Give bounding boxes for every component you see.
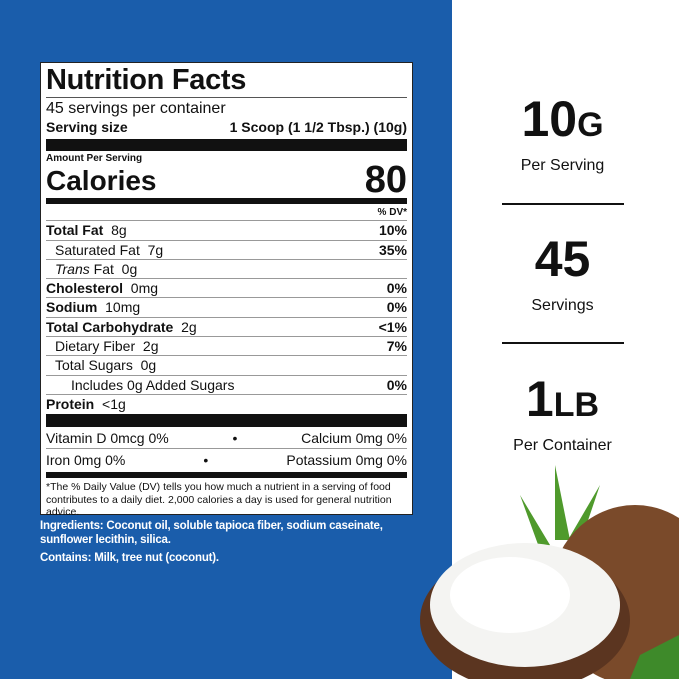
- nutrient-name: Includes 0g Added Sugars: [71, 376, 235, 393]
- coconut-milk: [450, 557, 570, 633]
- nutrient-name: Protein: [46, 395, 95, 412]
- nutrient-dv: 10%: [378, 222, 407, 239]
- serving-size-row: Serving size 1 Scoop (1 1/2 Tbsp.) (10g): [46, 118, 407, 137]
- bullet: •: [232, 430, 238, 447]
- nutrient-name: Sodium: [46, 299, 98, 316]
- dv-header: % DV*: [46, 205, 407, 222]
- nutrition-facts-label: Nutrition Facts 45 servings per containe…: [40, 62, 413, 518]
- servings-per-container: 45 servings per container: [46, 100, 226, 117]
- nutrient-amount: 7g: [147, 241, 164, 258]
- nutrient-name: Cholesterol: [46, 280, 124, 297]
- nutrient-name: Saturated Fat: [55, 241, 140, 258]
- calories-label: Calories: [46, 165, 157, 197]
- nutrient-name: Trans: [55, 260, 90, 277]
- stat-unit: LB: [553, 386, 600, 424]
- nutrient-dv: 0%: [386, 299, 407, 316]
- amount-per-serving: Amount Per Serving: [46, 153, 143, 165]
- serving-size-label: Serving size: [46, 119, 128, 135]
- micro-left: Iron 0mg 0%: [46, 452, 126, 469]
- nutrient-dv: 0%: [386, 280, 407, 297]
- nutrient-dv: 35%: [378, 241, 407, 258]
- nutrient-dv: 0%: [386, 376, 407, 393]
- ingredients: Ingredients: Coconut oil, soluble tapioc…: [40, 520, 383, 546]
- nutrient-row-protein: Protein <1g: [46, 395, 407, 414]
- calories-row: Calories 80: [46, 159, 407, 202]
- nutrient-amount: 0g: [140, 357, 157, 374]
- nutrient-row-total-sugars: Total Sugars 0g: [46, 356, 407, 376]
- stat-value: 1: [525, 371, 554, 427]
- micro-left: Vitamin D 0mcg 0%: [46, 430, 169, 447]
- nutrient-name: Dietary Fiber: [55, 338, 136, 355]
- nutrient-row-trans-fat: Trans Fat 0g: [46, 260, 407, 280]
- stat-per-serving: 10G Per Serving: [500, 93, 625, 175]
- nutrient-amount: 2g: [181, 318, 197, 335]
- divider: [46, 139, 407, 152]
- stat-label: Per Serving: [520, 157, 605, 174]
- serving-size-value: 1 Scoop (1 1/2 Tbsp.) (10g): [229, 119, 407, 135]
- nutrient-name: Total Fat: [46, 222, 104, 239]
- stat-value: 10: [521, 91, 578, 147]
- nutrient-amount: 0mg: [130, 280, 159, 297]
- nutrient-row-dietary-fiber: Dietary Fiber 2g 7%: [46, 337, 407, 357]
- stat-value: 45: [534, 231, 591, 287]
- micronutrient-row: Iron 0mg 0% • Potassium 0mg 0%: [46, 449, 407, 471]
- nutrient-amount: <1g: [102, 395, 126, 412]
- nutrient-row-total-fat: Total Fat 8g 10%: [46, 221, 407, 241]
- leaf-icon: [630, 635, 679, 679]
- calories-value: 80: [364, 159, 407, 202]
- micronutrient-row: Vitamin D 0mcg 0% • Calcium 0mg 0%: [46, 427, 407, 450]
- coconut-image: [420, 465, 679, 679]
- stat-label: Servings: [531, 297, 594, 314]
- nutrient-name: Total Carbohydrate: [46, 318, 174, 335]
- nutrient-dv: 7%: [386, 338, 407, 355]
- divider: [46, 414, 407, 428]
- label-title: Nutrition Facts: [46, 63, 407, 98]
- nutrient-name: Total Sugars: [55, 357, 133, 374]
- bullet: •: [203, 452, 209, 469]
- contains-allergens: Contains: Milk, tree nut (coconut).: [40, 552, 219, 564]
- nutrient-row-sodium: Sodium 10mg 0%: [46, 298, 407, 318]
- nutrient-amount: 10mg: [105, 299, 141, 316]
- nutrient-row-added-sugars: Includes 0g Added Sugars 0%: [46, 376, 407, 395]
- nutrient-row-cholesterol: Cholesterol 0mg 0%: [46, 279, 407, 299]
- nutrient-amount: 8g: [111, 222, 127, 239]
- divider: [46, 198, 407, 205]
- nutrient-name-suffix: Fat: [93, 260, 114, 277]
- nutrient-row-saturated-fat: Saturated Fat 7g 35%: [46, 241, 407, 260]
- divider: [502, 203, 624, 205]
- nutrient-amount: 2g: [142, 338, 159, 355]
- nutrient-amount: 0g: [121, 260, 138, 277]
- stat-unit: G: [577, 106, 604, 144]
- divider: [502, 342, 624, 344]
- divider: [46, 472, 407, 479]
- micro-right: Calcium 0mg 0%: [301, 430, 407, 447]
- stat-per-container: 1LB Per Container: [500, 373, 625, 455]
- micro-right: Potassium 0mg 0%: [286, 452, 407, 469]
- footnote: *The % Daily Value (DV) tells you how mu…: [46, 481, 392, 519]
- nutrient-dv: <1%: [378, 318, 407, 335]
- stat-servings: 45 Servings: [500, 233, 625, 315]
- stat-label: Per Container: [513, 437, 612, 454]
- nutrient-row-total-carbohydrate: Total Carbohydrate 2g <1%: [46, 318, 407, 338]
